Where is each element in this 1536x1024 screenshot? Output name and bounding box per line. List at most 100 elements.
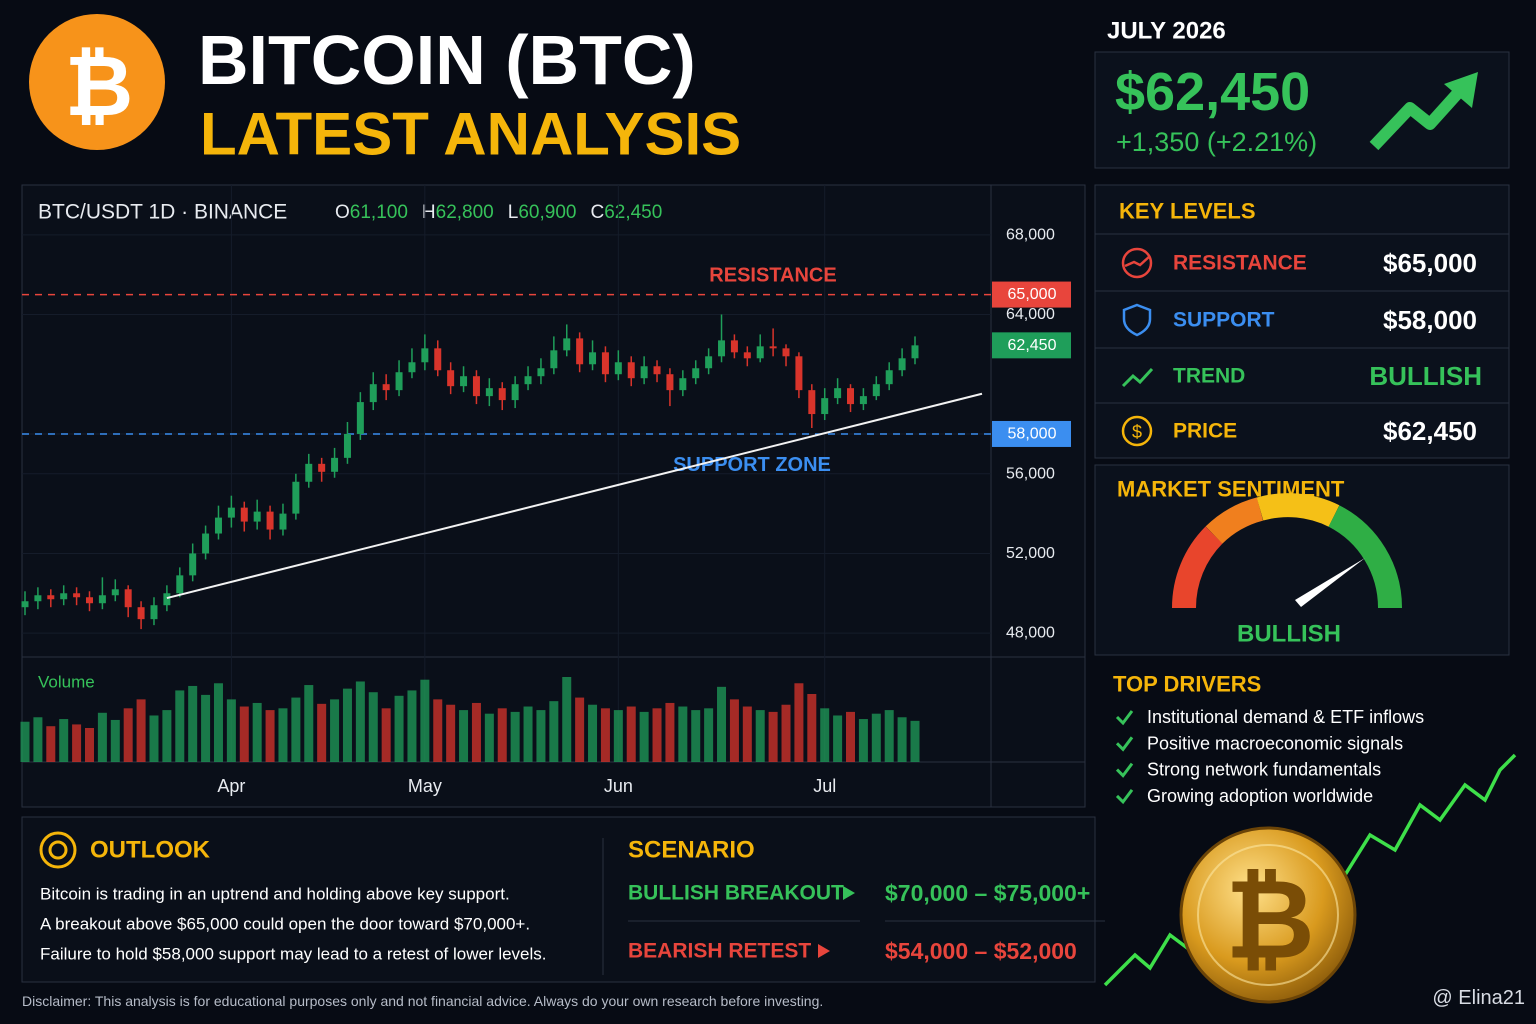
candle-body	[305, 463, 313, 482]
level-label: RESISTANCE	[1173, 252, 1307, 275]
price-icon: $	[1132, 422, 1142, 442]
candle-body	[898, 358, 906, 371]
candle-body	[318, 463, 326, 472]
volume-bar	[575, 697, 585, 762]
scenario-arrow	[843, 886, 855, 900]
volume-bar	[820, 708, 830, 762]
outlook-title: OUTLOOK	[90, 837, 211, 864]
check-icon	[1115, 762, 1134, 778]
volume-bar	[729, 699, 739, 762]
candle-body	[601, 352, 609, 375]
watermark: @ Elina21	[1432, 987, 1525, 1009]
ohlc-item: O61,100	[335, 202, 408, 223]
candle-body	[834, 388, 842, 399]
volume-bar	[897, 717, 907, 762]
volume-bar	[123, 708, 133, 762]
candle-body	[434, 348, 442, 371]
level-value: $65,000	[1383, 248, 1477, 278]
candle-body	[253, 511, 261, 522]
ohlc-key: L	[508, 202, 519, 223]
volume-bar	[523, 706, 533, 762]
check-icon	[1115, 789, 1134, 805]
candle-body	[911, 345, 919, 359]
volume-bar	[781, 704, 791, 762]
candle-body	[627, 362, 635, 379]
driver-item: Positive macroeconomic signals	[1147, 733, 1403, 753]
ohlc-value: 60,900	[518, 202, 576, 223]
x-tick-label: Jul	[813, 776, 836, 796]
price: $62,450	[1115, 62, 1310, 122]
scenario-range: $70,000 – $75,000+	[885, 880, 1090, 906]
volume-bar	[717, 686, 727, 762]
scenario-range: $54,000 – $52,000	[885, 938, 1077, 964]
candle-body	[447, 370, 455, 387]
candle-body	[460, 376, 468, 387]
price-change: +1,350 (+2.21%)	[1116, 127, 1317, 157]
candle-body	[550, 350, 558, 369]
key-levels-title: KEY LEVELS	[1119, 199, 1256, 224]
volume-bar	[304, 685, 314, 762]
volume-bar	[265, 710, 275, 762]
volume-bar	[97, 712, 107, 762]
candle-body	[98, 595, 106, 604]
volume-bar	[471, 702, 481, 762]
volume-bar	[342, 688, 352, 762]
volume-bar	[768, 711, 778, 762]
candle-body	[408, 362, 416, 373]
level-label: PRICE	[1173, 420, 1237, 443]
volume-bar	[252, 702, 262, 762]
candle-body	[202, 533, 210, 554]
volume-bar	[355, 681, 365, 762]
support-badge-label: 58,000	[1008, 425, 1057, 442]
ohlc-item: C62,450	[590, 202, 662, 223]
volume-bar	[459, 710, 469, 762]
resistance-badge-label: 65,000	[1008, 286, 1057, 303]
ohlc-value: 61,100	[350, 202, 408, 223]
candle-body	[395, 372, 403, 391]
title: BITCOIN (BTC)	[198, 21, 696, 99]
x-tick-label: Jun	[604, 776, 633, 796]
volume-bar	[72, 724, 82, 762]
candle-body	[808, 390, 816, 415]
candle-body	[189, 553, 197, 576]
y-tick-label: 48,000	[1006, 625, 1055, 642]
volume-bar	[794, 683, 804, 762]
candle-body	[718, 340, 726, 357]
driver-item: Institutional demand & ETF inflows	[1147, 707, 1424, 727]
volume-bar	[291, 697, 301, 762]
resistance-icon	[1121, 247, 1153, 279]
volume-bar	[691, 710, 701, 762]
volume-bar	[652, 708, 662, 762]
volume-bar	[110, 719, 120, 762]
date: JULY 2026	[1107, 18, 1226, 45]
candle-body	[679, 378, 687, 391]
volume-bar	[884, 710, 894, 762]
candle-body	[576, 338, 584, 365]
price-icon	[1121, 415, 1153, 447]
volume-bar	[20, 721, 30, 762]
candle-body	[34, 595, 42, 602]
candle-body	[73, 593, 81, 598]
candle-body	[666, 374, 674, 391]
volume-bar	[201, 694, 211, 762]
volume-bar	[226, 699, 236, 762]
resistance-label: RESISTANCE	[709, 265, 836, 287]
up-arrow-head	[1444, 72, 1478, 108]
candle-body	[872, 384, 880, 397]
trendline	[166, 392, 983, 600]
y-tick-label: 52,000	[1006, 545, 1055, 562]
level-value: BULLISH	[1369, 361, 1482, 391]
volume-bar	[278, 708, 288, 762]
coin	[1179, 826, 1357, 1004]
volume-bar	[833, 715, 843, 762]
candle-body	[382, 384, 390, 391]
candle-body	[21, 601, 29, 608]
ohlc-item: H62,800	[422, 202, 494, 223]
trend-icon	[1121, 367, 1154, 388]
volume-bar	[497, 708, 507, 762]
volume-bar	[678, 706, 688, 762]
candle-body	[756, 346, 764, 359]
support-badge	[992, 420, 1071, 447]
x-tick-label: May	[408, 776, 442, 796]
